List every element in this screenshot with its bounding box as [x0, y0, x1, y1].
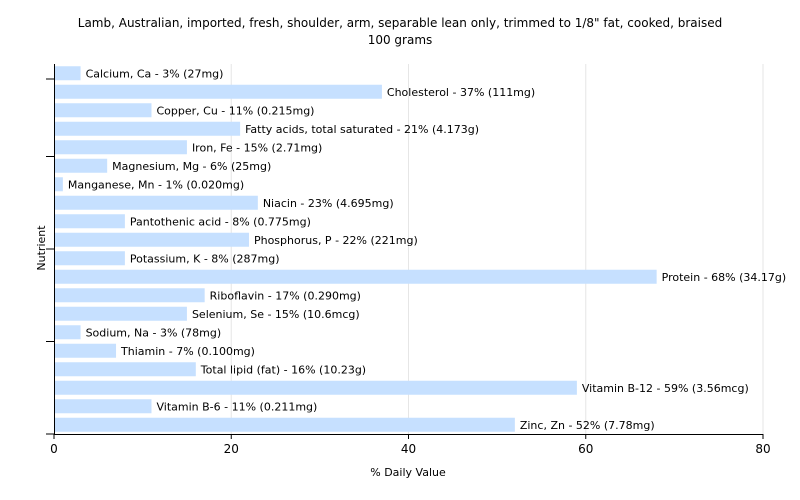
bar-label: Copper, Cu - 11% (0.215mg)	[156, 104, 314, 117]
bar-label: Pantothenic acid - 8% (0.775mg)	[130, 215, 311, 228]
bar	[54, 84, 382, 99]
x-tick-label: 40	[401, 442, 416, 456]
bar-label: Phosphorus, P - 22% (221mg)	[254, 234, 418, 247]
x-axis-label: % Daily Value	[370, 466, 446, 479]
bar	[54, 177, 63, 192]
bar	[54, 306, 187, 321]
x-tick-label: 80	[755, 442, 770, 456]
bars: Calcium, Ca - 3% (27mg) Cholesterol - 37%…	[54, 66, 787, 432]
bar	[54, 251, 125, 266]
bar	[54, 399, 152, 414]
bar-label: Niacin - 23% (4.695mg)	[263, 197, 394, 210]
bar-label: Magnesium, Mg - 6% (25mg)	[112, 160, 271, 173]
bar-label: Vitamin B-12 - 59% (3.56mcg)	[582, 382, 749, 395]
bar	[54, 269, 657, 284]
bar	[54, 362, 196, 377]
grid-lines	[230, 64, 764, 434]
bar	[54, 417, 515, 432]
bar	[54, 140, 187, 155]
bar	[54, 325, 81, 340]
bar	[54, 214, 125, 229]
bar	[54, 195, 258, 210]
bar	[54, 380, 577, 395]
x-tick-label: 0	[50, 442, 58, 456]
bar-label: Protein - 68% (34.17g)	[662, 271, 787, 284]
bar-label: Zinc, Zn - 52% (7.78mg)	[520, 419, 655, 432]
x-tick-label: 60	[578, 442, 593, 456]
axes: 0 20 40 60 80	[46, 64, 771, 456]
bar-label: Iron, Fe - 15% (2.71mg)	[192, 141, 322, 154]
bar-label: Cholesterol - 37% (111mg)	[387, 86, 535, 99]
bar-label: Fatty acids, total saturated - 21% (4.17…	[245, 123, 479, 136]
x-tick-label: 20	[224, 442, 239, 456]
bar-label: Selenium, Se - 15% (10.6mcg)	[192, 308, 360, 321]
bar	[54, 343, 117, 358]
bar-label: Manganese, Mn - 1% (0.020mg)	[68, 178, 244, 191]
bar	[54, 103, 152, 118]
bar-label: Thiamin - 7% (0.100mg)	[120, 345, 255, 358]
bar	[54, 232, 249, 247]
bar	[54, 288, 205, 303]
bar-label: Calcium, Ca - 3% (27mg)	[86, 67, 224, 80]
bar-label: Potassium, K - 8% (287mg)	[130, 252, 280, 265]
y-axis-label: Nutrient	[35, 225, 48, 271]
bar	[54, 158, 108, 173]
bar-label: Riboflavin - 17% (0.290mg)	[210, 289, 361, 302]
chart-title-line-2: 100 grams	[368, 33, 433, 47]
bar-label: Vitamin B-6 - 11% (0.211mg)	[156, 400, 317, 413]
bar	[54, 66, 81, 81]
bar-label: Total lipid (fat) - 16% (10.23g)	[200, 363, 366, 376]
bar	[54, 121, 241, 136]
bar-label: Sodium, Na - 3% (78mg)	[86, 326, 222, 339]
chart-title-line-1: Lamb, Australian, imported, fresh, shoul…	[78, 16, 722, 30]
